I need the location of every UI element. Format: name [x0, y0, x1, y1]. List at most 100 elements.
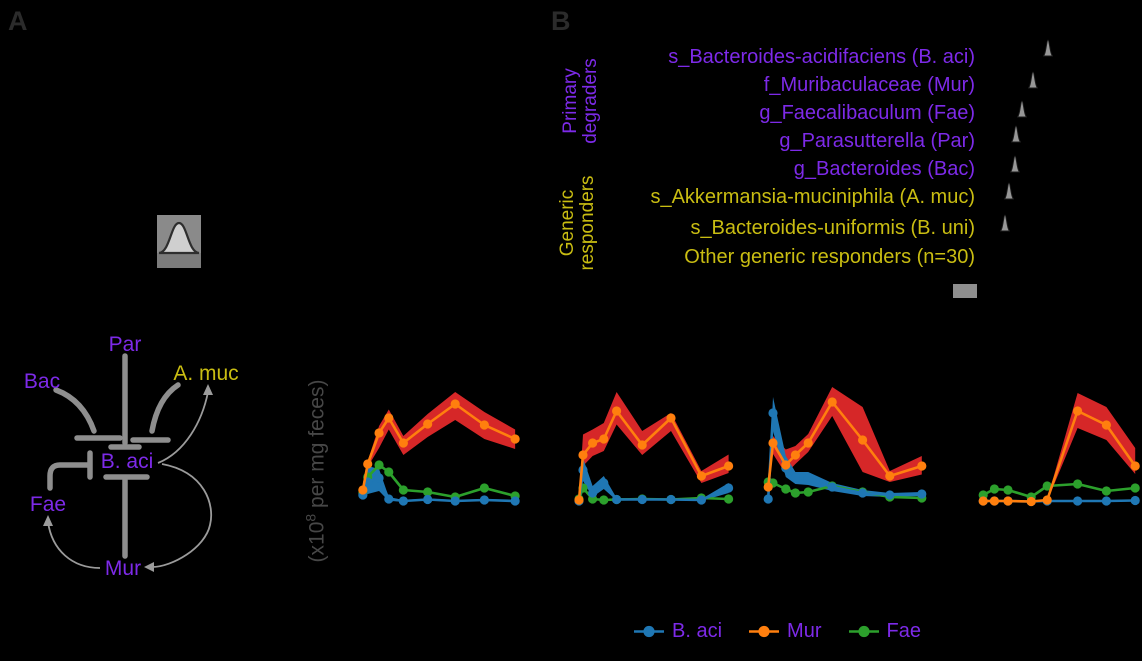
- gray-rectangle-swatch: [953, 284, 977, 298]
- band-baci: [768, 397, 922, 500]
- point-mur: [989, 496, 1000, 506]
- band-baci: [362, 466, 516, 502]
- legend-marker-mur: [749, 625, 780, 637]
- point-fae: [423, 487, 433, 497]
- point-mur: [666, 413, 676, 423]
- point-fae: [599, 495, 609, 505]
- taxa-row: f_Muribaculaceae (Mur): [763, 74, 975, 96]
- point-baci: [637, 494, 647, 505]
- edge-amuc-baci: [149, 382, 181, 434]
- point-baci: [398, 496, 408, 506]
- mini-gaussian-icon: [1010, 123, 1022, 143]
- point-mur: [1026, 496, 1036, 507]
- point-fae: [384, 467, 394, 477]
- point-fae: [1003, 485, 1013, 495]
- point-mur: [374, 428, 384, 438]
- node-bac: Bac: [24, 370, 60, 393]
- point-mur: [479, 420, 489, 430]
- point-mur: [578, 450, 588, 460]
- point-baci: [917, 489, 927, 499]
- point-mur: [768, 438, 778, 448]
- mini-gaussian-icon: [1027, 69, 1039, 89]
- point-fae: [781, 484, 791, 494]
- series-legend: B. aci Mur Fae: [562, 616, 992, 646]
- point-mur: [978, 496, 988, 506]
- point-mur: [917, 461, 927, 471]
- band-mur: [579, 392, 729, 501]
- point-mur: [637, 440, 647, 450]
- taxa-row: g_Parasutterella (Par): [779, 130, 975, 152]
- point-mur: [363, 459, 373, 469]
- legend-item-baci: B. aci: [633, 620, 722, 643]
- edge-mur-fae: [47, 521, 101, 569]
- band-mur: [768, 387, 922, 490]
- point-baci: [510, 496, 520, 506]
- point-baci: [450, 496, 460, 506]
- node-baci: B. aci: [101, 450, 154, 473]
- legend-marker-baci: [634, 625, 665, 637]
- legend-marker-fae: [848, 625, 879, 637]
- point-mur: [803, 438, 813, 448]
- point-baci: [588, 488, 598, 498]
- taxa-legend: s_Bacteroides-acidifaciens (B. aci) f_Mu…: [560, 43, 975, 271]
- gaussian-distribution-icon: [157, 215, 201, 268]
- edge-baci-amuc: [157, 391, 209, 464]
- interaction-network-diagram: Par Bac A. muc B. aci Fae Mur: [24, 333, 239, 580]
- point-fae: [1073, 479, 1083, 489]
- point-baci: [479, 495, 489, 505]
- point-mur: [696, 471, 706, 481]
- taxa-row: g_Faecalibaculum (Fae): [759, 102, 975, 124]
- point-mur: [885, 471, 895, 481]
- point-baci: [724, 483, 734, 493]
- band-mur: [362, 392, 516, 491]
- point-mur: [588, 438, 598, 448]
- abundance-line-charts: [358, 387, 1140, 507]
- point-mur: [384, 413, 394, 423]
- point-mur: [450, 399, 460, 409]
- mini-gaussian-icon: [1042, 37, 1054, 57]
- point-baci: [384, 494, 394, 504]
- panel-a-label: A: [8, 6, 28, 36]
- node-par: Par: [109, 333, 142, 356]
- point-baci: [696, 495, 706, 505]
- point-fae: [1101, 486, 1111, 496]
- point-mur: [827, 397, 837, 407]
- point-fae: [724, 494, 734, 504]
- taxa-row: s_Bacteroides-acidifaciens (B. aci): [668, 46, 975, 68]
- node-amuc: A. muc: [173, 362, 238, 385]
- point-baci: [803, 474, 813, 484]
- point-fae: [1042, 481, 1052, 491]
- point-mur: [599, 434, 609, 444]
- edge-bac-baci: [53, 387, 97, 434]
- network-node-labels: Par Bac A. muc B. aci Fae Mur: [24, 333, 239, 580]
- point-fae: [803, 487, 813, 497]
- point-mur: [763, 482, 773, 492]
- point-mur: [612, 406, 622, 416]
- point-mur: [1003, 496, 1013, 506]
- edge-baci-mur: [151, 463, 212, 568]
- point-fae: [790, 488, 800, 498]
- mini-gaussian-icon: [1009, 153, 1021, 173]
- point-baci: [599, 478, 609, 488]
- point-mur: [423, 419, 433, 429]
- point-mur: [574, 495, 584, 505]
- point-baci: [885, 490, 895, 500]
- panel-b-label: B: [551, 6, 571, 36]
- point-fae: [374, 460, 384, 470]
- point-baci: [374, 473, 384, 483]
- point-baci: [1073, 496, 1083, 506]
- inhibition-edges: [47, 353, 181, 559]
- point-baci: [612, 494, 622, 505]
- point-mur: [1130, 461, 1140, 471]
- point-mur: [858, 435, 868, 445]
- point-baci: [763, 494, 773, 504]
- point-mur: [781, 460, 791, 470]
- point-baci: [790, 473, 800, 483]
- node-mur: Mur: [105, 557, 141, 580]
- point-fae: [1130, 483, 1140, 493]
- taxa-row: s_Akkermansia-muciniphila (A. muc): [650, 186, 975, 208]
- point-mur: [1101, 420, 1111, 430]
- point-mur: [790, 450, 800, 460]
- legend-item-fae: Fae: [848, 620, 921, 643]
